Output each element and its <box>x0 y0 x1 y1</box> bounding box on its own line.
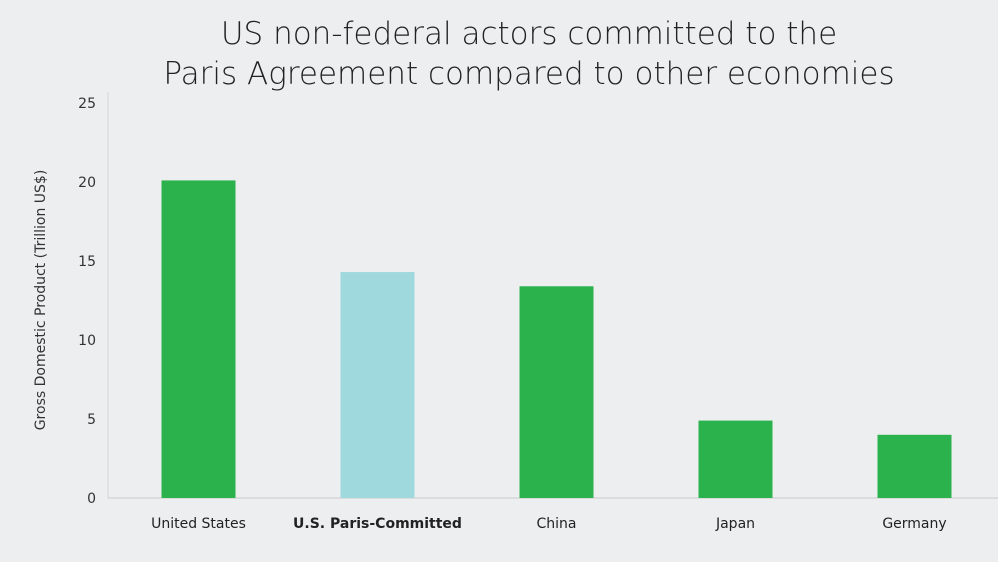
x-tick-label: Japan <box>715 516 755 532</box>
x-tick-label: China <box>537 516 577 532</box>
bar <box>877 434 952 498</box>
y-tick-label: 20 <box>78 175 96 191</box>
y-tick-label: 10 <box>78 333 96 349</box>
x-tick-label: United States <box>151 516 246 532</box>
x-tick-label: Germany <box>882 516 946 532</box>
x-tick-label: U.S. Paris-Committed <box>293 516 462 532</box>
bar <box>161 180 236 499</box>
y-tick-label: 5 <box>87 412 96 428</box>
bar <box>519 286 594 498</box>
y-axis-label: Gross Domestic Product (Trillion US$) <box>33 170 49 431</box>
chart-title: US non-federal actors committed to the P… <box>0 14 998 94</box>
y-tick-label: 15 <box>78 254 96 270</box>
bar <box>698 420 773 498</box>
chart-title-line: Paris Agreement compared to other econom… <box>163 56 895 92</box>
y-tick-label: 25 <box>78 96 96 112</box>
chart-title-line: US non-federal actors committed to the <box>220 16 838 52</box>
y-tick-label: 0 <box>87 491 96 507</box>
bar <box>340 272 415 498</box>
